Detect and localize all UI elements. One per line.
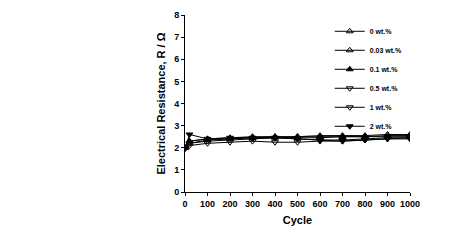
- svg-text:1 wt.%: 1 wt.%: [370, 104, 393, 111]
- svg-text:Electrical Resistance, R / Ω: Electrical Resistance, R / Ω: [155, 32, 167, 174]
- svg-text:400: 400: [267, 199, 282, 209]
- svg-text:200: 200: [222, 199, 237, 209]
- svg-text:2 wt.%: 2 wt.%: [370, 123, 393, 130]
- svg-text:800: 800: [357, 199, 372, 209]
- svg-text:0: 0: [174, 187, 179, 197]
- svg-text:5: 5: [174, 77, 179, 87]
- svg-text:900: 900: [380, 199, 395, 209]
- svg-text:300: 300: [245, 199, 260, 209]
- svg-text:0.03 wt.%: 0.03 wt.%: [370, 47, 402, 54]
- svg-text:7: 7: [174, 32, 179, 42]
- svg-text:0.5 wt.%: 0.5 wt.%: [370, 85, 398, 92]
- svg-text:2: 2: [174, 143, 179, 153]
- svg-text:1: 1: [174, 165, 179, 175]
- svg-text:500: 500: [290, 199, 305, 209]
- svg-text:6: 6: [174, 54, 179, 64]
- svg-text:0 wt.%: 0 wt.%: [370, 28, 393, 35]
- svg-text:3: 3: [174, 121, 179, 131]
- svg-text:100: 100: [200, 199, 215, 209]
- svg-text:0.1 wt.%: 0.1 wt.%: [370, 66, 398, 73]
- svg-text:0: 0: [182, 199, 187, 209]
- svg-text:4: 4: [174, 99, 179, 109]
- svg-text:1000: 1000: [400, 199, 420, 209]
- svg-text:600: 600: [312, 199, 327, 209]
- svg-text:8: 8: [174, 10, 179, 20]
- svg-text:Cycle: Cycle: [283, 214, 312, 226]
- svg-text:700: 700: [335, 199, 350, 209]
